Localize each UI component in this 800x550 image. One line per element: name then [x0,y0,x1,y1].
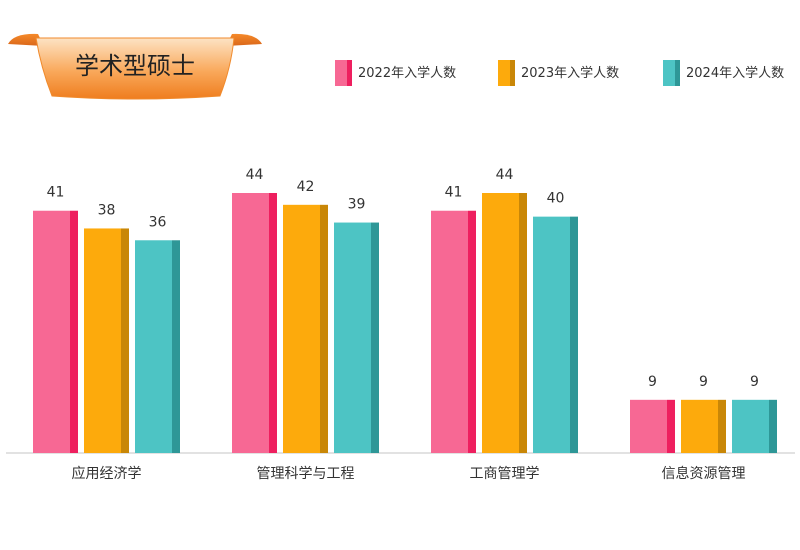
bar-front [283,204,320,453]
bar [482,193,527,453]
value-label: 42 [297,179,315,195]
bar [431,210,476,453]
value-label: 9 [750,374,759,390]
bar-side [570,216,578,453]
bar-front [33,210,70,453]
bar [232,193,277,453]
bar-side [172,240,180,453]
bar-front [431,210,468,453]
bar-side [519,193,527,453]
value-label: 39 [348,197,366,213]
bar-side [320,204,328,453]
bar [681,399,726,453]
banner-left-curl [8,33,44,46]
bar-side [468,210,476,453]
category-label: 应用经济学 [72,465,142,482]
bar-side [121,228,129,453]
bar-side [718,399,726,453]
legend-swatch [663,60,675,86]
legend-swatch [335,60,347,86]
value-label: 9 [699,374,708,390]
bar-front [84,228,121,453]
bar [33,210,78,453]
bars [33,193,777,453]
bar-side [667,399,675,453]
legend-swatch-side [510,60,515,86]
category-label: 工商管理学 [470,466,540,482]
value-label: 9 [648,374,657,390]
bar-side [769,399,777,453]
legend-label: 2023年入学人数 [521,65,619,81]
category-label: 信息资源管理 [662,465,746,482]
bar [533,216,578,453]
bar [732,399,777,453]
value-label: 44 [496,167,514,183]
bar-side [371,222,379,453]
bar [135,240,180,453]
bar [630,399,675,453]
category-label: 管理科学与工程 [257,466,355,482]
bar-front [630,399,667,453]
bar-front [533,216,570,453]
title-banner: 学术型硕士 [8,33,262,100]
value-label: 44 [246,167,264,183]
bar [283,204,328,453]
legend-label: 2022年入学人数 [358,65,456,81]
bar [84,228,129,453]
bar-side [70,210,78,453]
value-label: 41 [445,185,463,201]
bar-side [269,193,277,453]
category-labels: 应用经济学 管理科学与工程 工商管理学 信息资源管理 [72,465,746,482]
legend-swatch-side [347,60,352,86]
bar-front [334,222,371,453]
chart-title: 学术型硕士 [75,52,195,80]
legend-item: 2024年入学人数 [663,60,784,86]
bar-front [681,399,718,453]
legend-swatch-side [675,60,680,86]
bar-front [232,193,269,453]
legend-label: 2024年入学人数 [686,65,784,81]
legend-swatch [498,60,510,86]
legend: 2022年入学人数 2023年入学人数 2024年入学人数 [335,60,784,86]
legend-item: 2022年入学人数 [335,60,456,86]
legend-item: 2023年入学人数 [498,60,619,86]
banner-body [35,37,235,100]
bar-front [135,240,172,453]
value-label: 36 [149,214,167,230]
value-label: 40 [547,191,565,207]
value-labels: 41 38 36 44 42 39 41 44 40 9 9 9 [47,167,759,390]
value-label: 41 [47,185,65,201]
bar-front [482,193,519,453]
bar-front [732,399,769,453]
value-label: 38 [98,202,116,218]
bar [334,222,379,453]
banner-right-curl [226,33,262,46]
